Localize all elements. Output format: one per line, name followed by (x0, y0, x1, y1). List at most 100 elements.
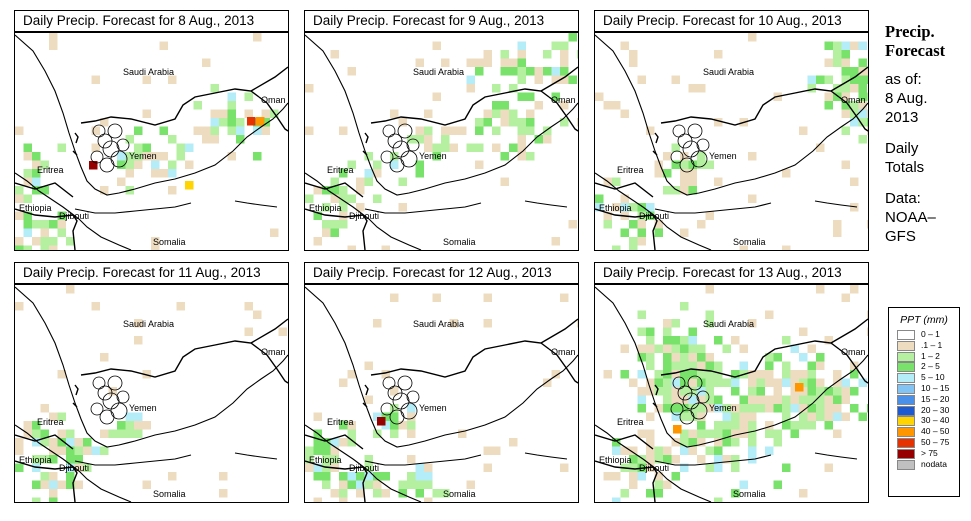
precip-cell (91, 302, 100, 311)
precip-cell (799, 327, 808, 336)
precip-cell (398, 489, 407, 498)
precip-cell (680, 353, 689, 362)
precip-cell (833, 429, 842, 438)
precip-cell (66, 446, 75, 455)
precip-cell (168, 472, 177, 481)
precip-cell (850, 101, 859, 110)
precip-cell (339, 169, 348, 178)
precip-cell (91, 446, 100, 455)
map-label-djibouti: Djibouti (349, 211, 379, 221)
precip-cell (765, 429, 774, 438)
precip-cell (824, 58, 833, 67)
precip-cell (782, 395, 791, 404)
precip-cell (364, 455, 373, 464)
daily-label: Daily (885, 140, 919, 157)
precip-cell (654, 404, 663, 413)
precip-cells (15, 285, 287, 502)
precip-cell (568, 75, 577, 84)
precip-cell (219, 109, 228, 118)
precip-cell (57, 446, 66, 455)
precip-cell (688, 336, 697, 345)
precip-cell (236, 135, 245, 144)
precip-cell (867, 220, 868, 229)
precip-cell (356, 489, 365, 498)
precip-cell (322, 438, 331, 447)
precip-cell (663, 344, 672, 353)
precip-cell (134, 421, 143, 430)
precip-cell (850, 177, 859, 186)
precip-cell (637, 370, 646, 379)
precip-cell (663, 336, 672, 345)
precip-cell (168, 160, 177, 169)
precip-cell (833, 58, 842, 67)
precip-map-svg: Saudi Arabia Oman Yemen Eritrea Ethiopia Djib… (305, 286, 578, 502)
precip-cell (66, 285, 75, 294)
precip-cell (347, 370, 356, 379)
district-outline (107, 123, 123, 139)
precip-cell (688, 327, 697, 336)
district-outline (382, 124, 396, 138)
precip-cell (57, 370, 66, 379)
precip-cell (612, 177, 621, 186)
precip-cell (671, 472, 680, 481)
info-title-line2: Forecast (885, 41, 946, 60)
precip-cell (49, 489, 58, 498)
precip-cell (313, 412, 322, 421)
precip-cell (23, 220, 32, 229)
precip-cell (517, 152, 526, 161)
precip-cell (705, 319, 714, 328)
socotra (234, 452, 278, 460)
socotra (524, 200, 568, 208)
precip-cell (202, 135, 211, 144)
precip-cell (458, 126, 467, 135)
islands (72, 384, 79, 408)
precip-cell (799, 404, 808, 413)
precip-cell (663, 152, 672, 161)
precip-cell (492, 446, 501, 455)
precip-cell (799, 412, 808, 421)
legend-item: 5 – 10 (889, 372, 959, 384)
precip-cell (305, 126, 314, 135)
precip-cell (680, 336, 689, 345)
precip-cell (210, 84, 219, 93)
map-label-ethiopia: Ethiopia (599, 203, 632, 213)
map-label-yemen: Yemen (419, 151, 447, 161)
precip-cell (347, 67, 356, 76)
precip-cell (390, 412, 399, 421)
country-border (370, 340, 550, 378)
precip-cell (748, 395, 757, 404)
forecast-panel-aug-08: Daily Precip. Forecast for 8 Aug., 2013 … (14, 10, 291, 251)
precip-cell (441, 135, 450, 144)
map-label-djibouti: Djibouti (59, 463, 89, 473)
precip-cell (841, 58, 850, 67)
info-title-line1: Precip. (885, 22, 935, 41)
precip-cell (466, 143, 475, 152)
precip-cell (671, 160, 680, 169)
precip-cell (432, 152, 441, 161)
precip-map-svg: Saudi Arabia Oman Yemen Eritrea Ethiopia Djib… (595, 285, 868, 502)
precip-cell (637, 203, 646, 212)
precip-cell (620, 446, 629, 455)
precip-cell (305, 446, 314, 455)
precip-cell (577, 118, 578, 127)
precip-cell (680, 378, 689, 387)
precip-cell (330, 220, 339, 229)
precip-cell (850, 203, 859, 212)
precip-cell (560, 50, 569, 59)
precip-cell (560, 58, 569, 67)
precip-cell (646, 327, 655, 336)
precip-cell (637, 310, 646, 319)
islands (72, 132, 79, 156)
precip-cell (339, 438, 348, 447)
precip-cell (517, 143, 526, 152)
map-label-somalia: Somalia (153, 237, 186, 247)
precip-map-svg: Saudi Arabia Oman Yemen Eritrea Ethiopia Djib… (595, 33, 868, 250)
precip-cell (833, 41, 842, 50)
map-label-yemen: Yemen (129, 151, 157, 161)
map-label-oman: Oman (841, 347, 866, 357)
precip-cell (646, 203, 655, 212)
precip-cell (500, 101, 509, 110)
map-label-djibouti: Djibouti (349, 463, 379, 473)
precip-cell (57, 220, 66, 229)
precip-cell (637, 429, 646, 438)
